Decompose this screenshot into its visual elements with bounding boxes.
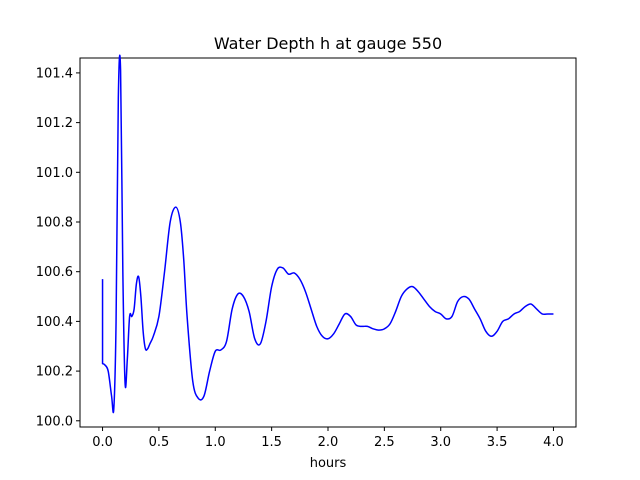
y-axis: 100.0 100.2 100.4 100.6 100.8 101.0 101.2 101.4 — [36, 66, 80, 429]
y-tick-label: 100.8 — [36, 216, 73, 231]
plot-area — [79, 57, 577, 428]
x-tick-label: 2.5 — [374, 435, 395, 450]
x-tick-label: 1.5 — [261, 435, 282, 450]
x-tick-label: 0.0 — [92, 435, 113, 450]
x-tick-label: 2.0 — [318, 435, 339, 450]
y-tick-label: 101.0 — [36, 166, 73, 181]
chart-title: Water Depth h at gauge 550 — [214, 34, 442, 53]
x-tick-label: 4.0 — [543, 435, 564, 450]
y-tick-label: 101.2 — [36, 116, 73, 131]
y-tick-label: 100.0 — [36, 414, 73, 429]
x-tick-label: 0.5 — [149, 435, 170, 450]
y-tick-label: 100.2 — [36, 365, 73, 380]
y-tick-label: 101.4 — [36, 66, 73, 81]
x-tick-label: 3.5 — [487, 435, 508, 450]
x-axis: 0.0 0.5 1.0 1.5 2.0 2.5 3.0 3.5 4.0 — [92, 427, 564, 450]
y-tick-label: 100.4 — [36, 315, 73, 330]
y-tick-label: 100.6 — [36, 265, 73, 280]
x-tick-label: 1.0 — [205, 435, 226, 450]
x-axis-label: hours — [310, 456, 347, 471]
x-tick-label: 3.0 — [430, 435, 451, 450]
series-line — [101, 54, 554, 414]
